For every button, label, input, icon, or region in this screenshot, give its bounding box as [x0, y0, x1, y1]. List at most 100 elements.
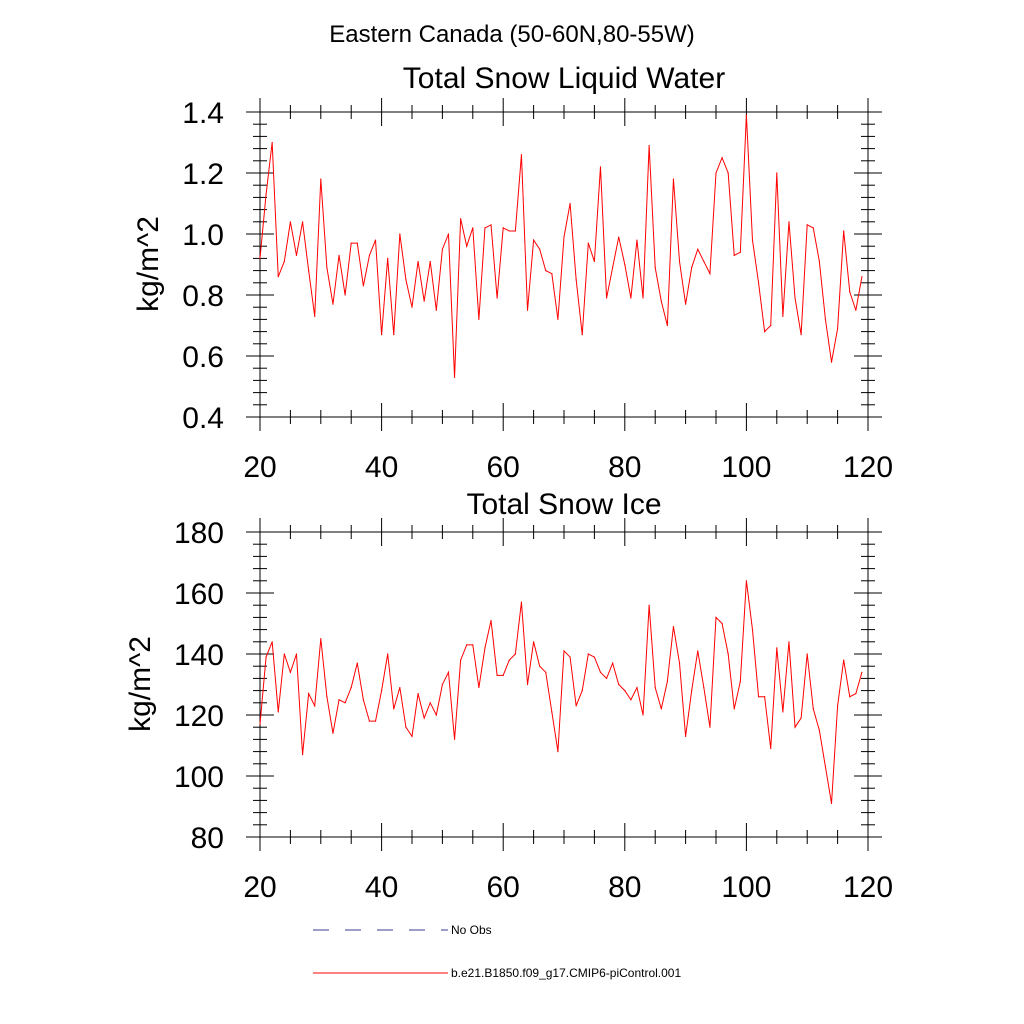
data-point: [484, 647, 486, 649]
data-point: [605, 677, 608, 680]
x-tick-label: 100: [721, 871, 771, 904]
x-tick-label: 40: [365, 871, 398, 904]
data-point: [472, 227, 474, 229]
data-point: [411, 735, 413, 737]
data-point: [830, 361, 833, 363]
y-tick-label: 0.4: [182, 402, 224, 435]
data-point: [849, 696, 851, 698]
y-tick-label: 160: [174, 578, 224, 611]
data-point: [441, 248, 443, 250]
legend: No Obs b.e21.B1850.f09_g17.CMIP6-piContr…: [313, 923, 681, 980]
data-point: [563, 650, 565, 652]
data-point: [344, 294, 346, 296]
data-point: [368, 720, 371, 722]
data-point: [453, 376, 456, 378]
data-point: [843, 659, 845, 661]
data-point: [502, 227, 504, 229]
data-point: [776, 647, 778, 649]
y-tick-label: 100: [174, 761, 224, 794]
data-point: [721, 157, 723, 159]
data-point: [423, 300, 425, 302]
data-point: [593, 260, 596, 263]
data-point: [332, 303, 334, 305]
data-point: [697, 650, 699, 652]
y-axis-label-liquid: kg/m^2: [132, 216, 165, 312]
data-point: [472, 644, 474, 646]
data-point: [435, 309, 437, 311]
data-point: [490, 619, 492, 622]
data-point: [721, 622, 723, 625]
x-tick-label: 100: [721, 451, 771, 484]
series-line: [259, 115, 863, 378]
data-point: [551, 273, 553, 275]
data-point: [636, 239, 638, 241]
data-point: [691, 266, 693, 269]
data-point: [794, 297, 796, 299]
data-point: [362, 699, 364, 701]
data-point: [332, 732, 334, 734]
data-point: [739, 680, 741, 683]
data-point: [843, 230, 845, 232]
data-point: [855, 309, 857, 311]
plot-frame: [259, 531, 869, 838]
data-point: [387, 653, 389, 655]
data-point: [666, 680, 668, 683]
data-point: [812, 708, 814, 710]
x-tick-label: 20: [243, 871, 276, 904]
data-point: [812, 227, 814, 229]
data-point: [508, 659, 510, 661]
data-point: [374, 720, 377, 722]
data-point: [770, 324, 772, 327]
data-point: [581, 690, 583, 692]
data-point: [800, 717, 802, 719]
data-point: [308, 693, 310, 695]
data-point: [830, 802, 833, 805]
x-tick-label: 120: [843, 871, 893, 904]
data-point: [563, 236, 565, 238]
data-point: [417, 693, 419, 695]
data-point: [301, 221, 304, 223]
data-point: [855, 693, 857, 695]
data-point: [265, 656, 267, 658]
data-point: [837, 327, 839, 330]
data-point: [624, 690, 626, 692]
data-point: [764, 331, 766, 333]
panel-snow-ice: Total Snow Ice kg/m^2 20 40 60 80 100 120 80 10…: [124, 488, 893, 904]
data-point: [314, 705, 316, 707]
x-tick-label: 20: [243, 451, 276, 484]
figure-title: Eastern Canada (50-60N,80-55W): [329, 21, 695, 48]
data-point: [356, 662, 358, 664]
data-point: [660, 708, 662, 710]
x-tick-label: 80: [608, 871, 641, 904]
data-point: [624, 263, 626, 266]
data-point: [788, 221, 790, 223]
data-point: [818, 260, 820, 263]
data-point: [757, 696, 760, 698]
data-point: [678, 662, 681, 664]
data-point: [314, 315, 316, 317]
data-point: [575, 279, 577, 281]
data-point: [806, 653, 808, 655]
data-point: [642, 297, 644, 299]
data-point: [678, 260, 681, 263]
data-point: [447, 233, 450, 235]
data-point: [660, 300, 662, 302]
data-point: [308, 270, 310, 272]
data-point: [709, 273, 711, 275]
data-point: [429, 702, 431, 704]
data-point: [703, 260, 705, 263]
data-point: [539, 665, 541, 667]
data-point: [715, 616, 717, 619]
data-point: [411, 306, 413, 308]
data-point: [587, 242, 589, 244]
data-point: [697, 248, 699, 250]
data-point: [301, 754, 304, 756]
data-point: [691, 690, 693, 692]
data-point: [460, 218, 462, 220]
data-point: [557, 751, 559, 753]
data-point: [514, 230, 516, 232]
data-point: [630, 297, 632, 299]
data-point: [685, 303, 687, 305]
data-point: [703, 686, 705, 689]
data-point: [648, 144, 650, 147]
